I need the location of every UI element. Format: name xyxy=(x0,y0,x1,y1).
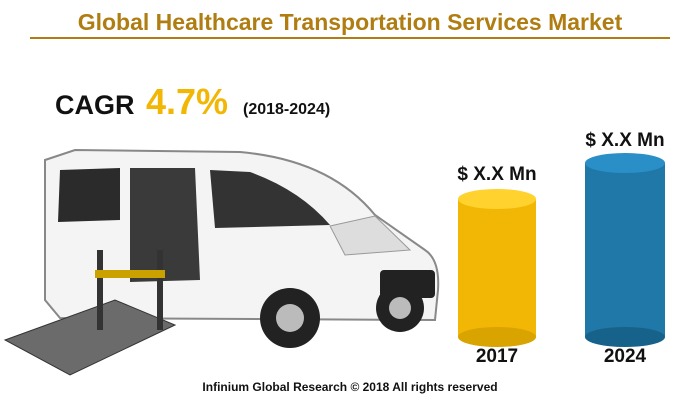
cagr-value: 4.7% xyxy=(146,81,228,122)
bar-year: 2024 xyxy=(604,346,647,367)
footer: Infinium Global Research © 2018 All righ… xyxy=(202,380,497,394)
bar-label: $ X.X Mn xyxy=(585,130,664,151)
cylinder-2017 xyxy=(458,189,536,347)
bar-label: $ X.X Mn xyxy=(457,164,536,185)
cagr-label: CAGR xyxy=(55,90,135,120)
van-illustration xyxy=(3,148,440,376)
bar-year: 2017 xyxy=(476,346,518,367)
title: Global Healthcare Transportation Service… xyxy=(78,9,623,35)
cagr-period: (2018-2024) xyxy=(243,101,330,118)
cylinder-2024 xyxy=(585,153,665,347)
